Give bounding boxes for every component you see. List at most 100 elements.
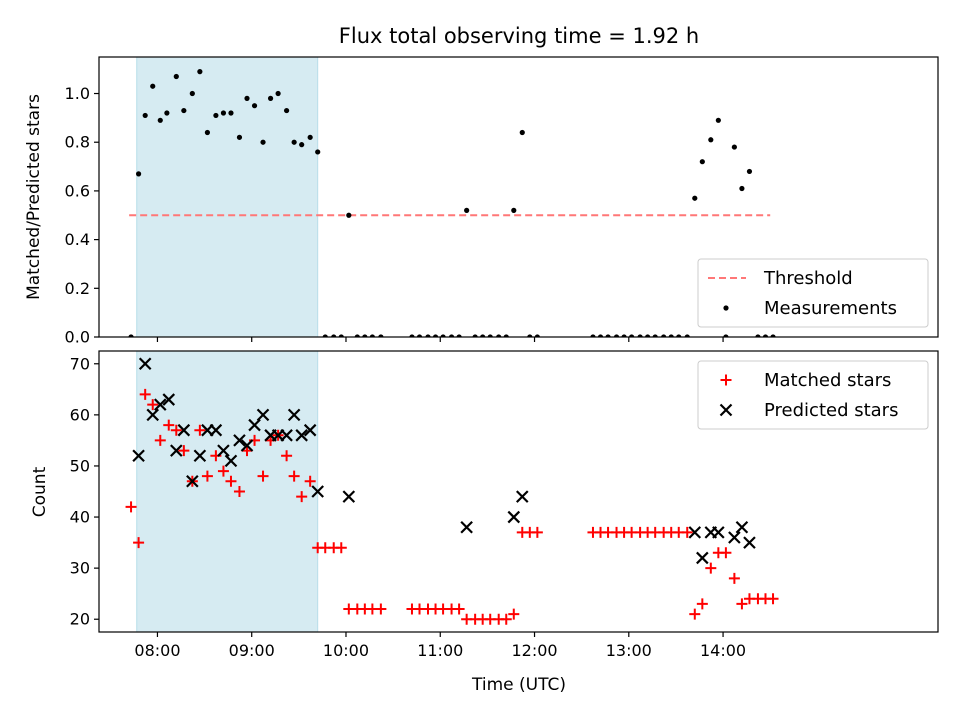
data-point <box>217 465 229 477</box>
x-axis-label: Time (UTC) <box>471 675 566 695</box>
data-point <box>295 429 308 442</box>
data-point <box>613 334 620 337</box>
data-point <box>291 139 297 145</box>
data-point <box>487 334 493 337</box>
data-point <box>480 334 486 337</box>
data-point <box>275 90 281 97</box>
data-point <box>225 475 237 487</box>
data-point <box>248 418 261 432</box>
data-point <box>170 444 183 457</box>
data-point <box>186 475 199 488</box>
legend-label: Measurements <box>764 298 897 319</box>
bottom-highlight-span <box>136 350 319 633</box>
data-point <box>163 419 175 431</box>
data-point <box>228 110 234 116</box>
data-point <box>767 593 779 605</box>
legend-marker <box>723 305 729 311</box>
data-point <box>338 334 344 337</box>
data-point <box>511 207 517 213</box>
data-point <box>527 334 533 337</box>
x-tick-label: 10:00 <box>323 641 369 660</box>
data-point <box>181 107 187 114</box>
data-point <box>257 470 269 482</box>
data-point <box>139 388 151 400</box>
data-point <box>699 159 705 165</box>
top-legend: Threshold Measurements <box>697 258 929 328</box>
data-point <box>177 423 191 437</box>
data-point <box>303 423 317 437</box>
data-point <box>712 526 725 539</box>
data-point <box>251 103 258 109</box>
data-point <box>688 526 702 539</box>
data-point <box>170 424 182 436</box>
data-point <box>378 334 384 337</box>
data-point <box>460 520 473 534</box>
data-point <box>645 334 651 337</box>
data-point <box>496 334 502 337</box>
y-tick-label: 20 <box>70 610 90 629</box>
data-point <box>597 334 604 337</box>
y-tick-label: 50 <box>70 456 90 475</box>
data-point <box>146 408 160 422</box>
legend-label: Matched stars <box>764 370 891 391</box>
data-point <box>472 334 478 337</box>
bottom-plot-area: 20 30 40 50 60 70 08:00 09:00 10:00 11:00 12:00 13:… <box>70 350 939 660</box>
data-point <box>736 598 748 610</box>
data-point <box>515 490 529 503</box>
y-tick-label: 70 <box>70 354 90 373</box>
x-tick-label: 12:00 <box>511 641 557 660</box>
data-point <box>723 334 729 337</box>
data-point <box>696 551 709 565</box>
data-point <box>735 520 749 534</box>
data-point <box>605 334 611 337</box>
data-point <box>189 90 195 97</box>
bottom-points <box>125 357 779 625</box>
legend-label: Threshold <box>763 268 853 289</box>
data-point <box>162 393 176 406</box>
data-point <box>138 357 152 371</box>
data-point <box>288 470 300 482</box>
top-frame <box>98 56 939 338</box>
data-point <box>531 526 543 538</box>
data-point <box>142 112 148 119</box>
bottom-frame <box>98 350 939 633</box>
top-highlight-span <box>136 56 319 338</box>
data-point <box>193 449 207 463</box>
data-point <box>731 144 737 150</box>
data-point <box>755 334 761 337</box>
bottom-legend: Matched stars Predicted stars <box>697 360 929 430</box>
data-point <box>448 334 455 337</box>
data-point <box>267 95 274 101</box>
data-point <box>629 334 635 337</box>
data-point <box>684 334 690 337</box>
x-tick-label: 11:00 <box>417 641 463 660</box>
data-point <box>762 334 769 337</box>
top-y-axis-label: Matched/Predicted stars <box>24 94 44 300</box>
data-point <box>456 334 462 337</box>
data-point <box>217 444 230 457</box>
data-point <box>281 450 293 462</box>
data-point <box>209 423 223 437</box>
data-point <box>304 475 316 487</box>
legend-label: Predicted stars <box>764 400 898 421</box>
data-point <box>621 334 627 337</box>
data-point <box>354 334 360 337</box>
data-point <box>500 613 512 625</box>
legend-box <box>697 360 929 430</box>
data-point <box>464 207 470 213</box>
data-point <box>696 598 708 610</box>
data-point <box>128 334 134 337</box>
data-point <box>652 334 658 337</box>
data-point <box>135 171 142 177</box>
data-point <box>508 608 520 620</box>
chart-title: Flux total observing time = 1.92 h <box>339 24 699 48</box>
data-point <box>369 334 375 337</box>
y-tick-label: 40 <box>70 508 90 527</box>
data-point <box>132 449 145 463</box>
data-point <box>299 142 305 148</box>
data-point <box>728 531 741 544</box>
top-panel: 0.0 0.2 0.4 0.6 0.8 1.0 Matched/Predicted sta… <box>24 56 939 347</box>
data-point <box>150 83 156 89</box>
data-point <box>256 408 270 422</box>
